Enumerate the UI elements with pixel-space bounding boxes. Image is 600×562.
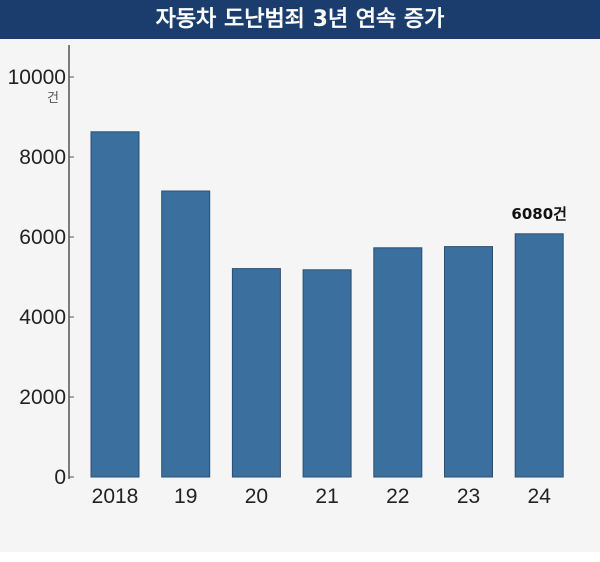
x-tick-label: 23 (457, 485, 480, 508)
y-tick-label: 10000 (8, 66, 66, 89)
x-tick-label: 22 (386, 485, 409, 508)
bar-24 (514, 233, 564, 478)
x-tick-label: 20 (245, 485, 268, 508)
bar-19 (161, 190, 211, 478)
x-tick-label: 19 (174, 485, 197, 508)
bar-21 (302, 269, 352, 478)
bar-23 (444, 246, 493, 478)
footer-strip (0, 552, 600, 562)
chart-title: 자동차 도난범죄 3년 연속 증가 (0, 0, 600, 39)
y-unit-label: 건 (47, 91, 59, 106)
x-tick-label: 24 (528, 485, 552, 508)
x-tick-label: 2018 (92, 485, 139, 508)
y-tick-label: 2000 (19, 386, 66, 409)
y-tick-label: 4000 (19, 306, 66, 329)
bar-2018 (90, 131, 140, 478)
y-tick-label: 6000 (19, 226, 66, 249)
y-tick-label: 8000 (19, 146, 66, 169)
x-tick-label: 21 (315, 485, 338, 508)
bar-22 (373, 247, 423, 478)
data-label: 6080건 (511, 205, 567, 223)
y-tick-label: 0 (54, 466, 66, 489)
bar-20 (231, 268, 281, 478)
